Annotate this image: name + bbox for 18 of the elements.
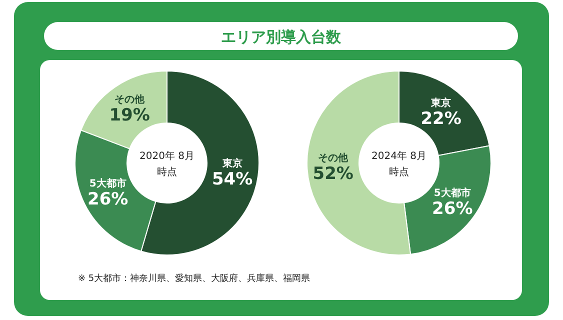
slice-label: その他 bbox=[114, 94, 146, 106]
text: 2020年 8月 bbox=[140, 150, 194, 162]
text: 時点 bbox=[157, 166, 177, 178]
slice-label: その他 bbox=[318, 152, 350, 164]
data-label: 22% bbox=[420, 109, 462, 130]
data-label: 54% bbox=[212, 169, 253, 190]
slice-label: 5大都市 bbox=[89, 177, 126, 190]
slice-label: 5大都市 bbox=[434, 186, 471, 199]
text: 時点 bbox=[389, 166, 409, 178]
data-label: 52% bbox=[312, 164, 354, 184]
text: ※ 5大都市：神奈川県、愛知県、大阪府、兵庫県、福岡県 bbox=[78, 273, 310, 284]
text: 2024年 8月 bbox=[372, 150, 426, 162]
data-label: 26% bbox=[432, 198, 473, 219]
slice-label: 東京 bbox=[430, 97, 452, 110]
data-label: 19% bbox=[109, 106, 150, 126]
chart-title: エリア別導入台数 bbox=[221, 28, 342, 46]
data-label: 26% bbox=[88, 189, 128, 210]
slice-label: 東京 bbox=[221, 157, 242, 170]
